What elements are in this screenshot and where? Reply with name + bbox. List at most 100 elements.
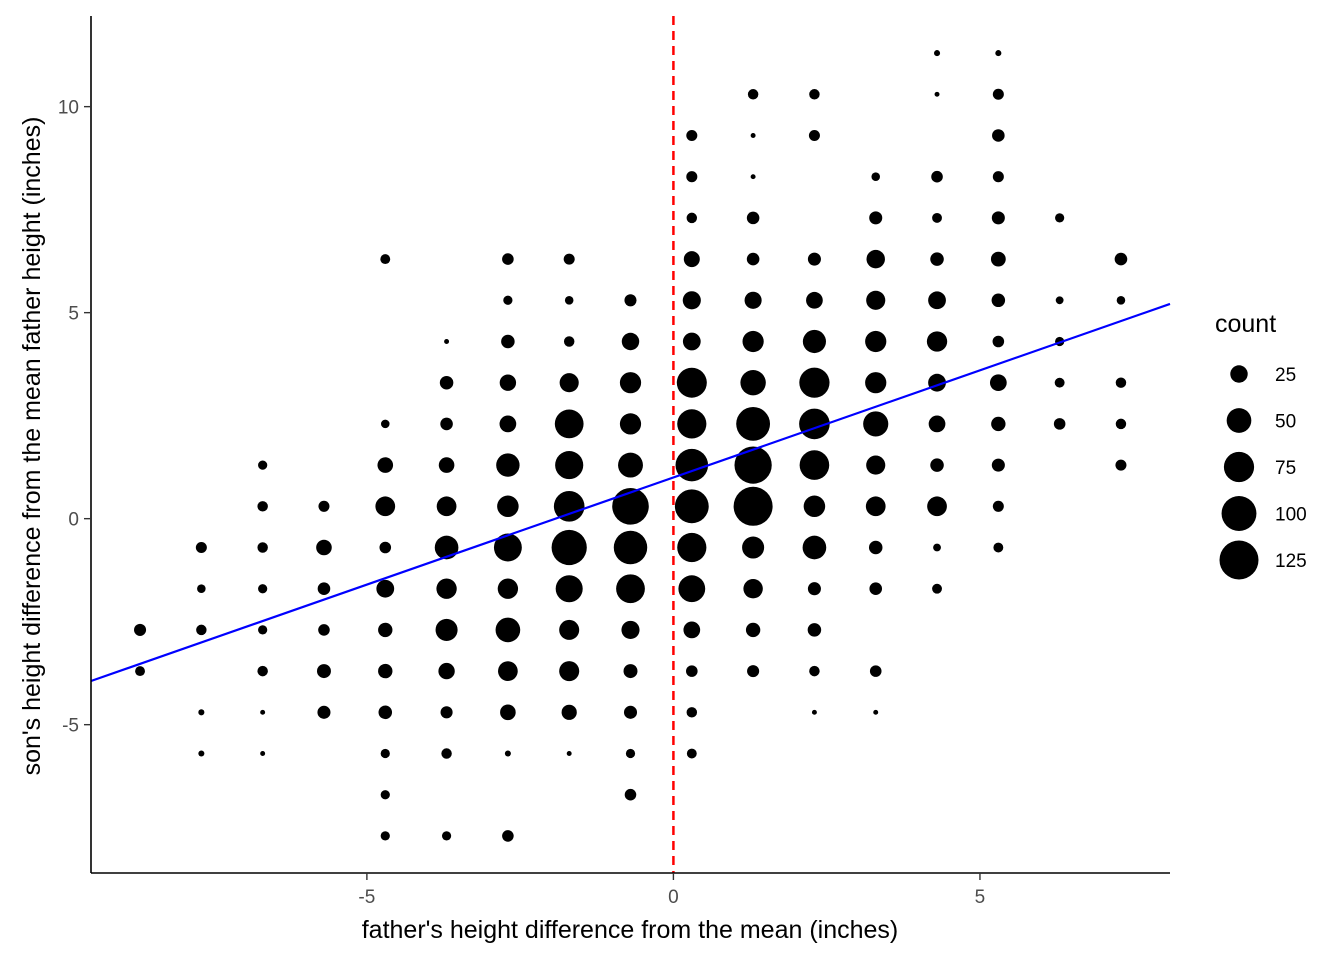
data-point-59	[563, 253, 575, 265]
size-legend: count 25 50 75 100 125	[1215, 310, 1307, 580]
data-point-157	[992, 88, 1004, 100]
data-point-111	[733, 486, 773, 526]
data-point-133	[866, 290, 886, 310]
data-point-97	[683, 621, 701, 639]
data-point-60	[564, 296, 574, 305]
data-point-101	[747, 89, 759, 100]
data-point-114	[745, 622, 761, 638]
data-point-143	[934, 50, 941, 57]
data-point-12	[257, 665, 268, 677]
data-point-80	[621, 620, 640, 639]
data-point-33	[444, 339, 450, 344]
data-point-132	[866, 249, 885, 269]
legend-title: count	[1215, 310, 1276, 338]
data-point-65	[553, 490, 585, 522]
data-point-88	[683, 251, 700, 268]
data-point-151	[928, 415, 946, 433]
data-point-136	[863, 411, 889, 437]
data-point-128	[809, 665, 820, 677]
data-point-146	[932, 212, 942, 223]
data-point-148	[928, 291, 946, 310]
data-point-24	[375, 496, 396, 517]
data-point-142	[873, 709, 879, 715]
data-point-130	[871, 172, 880, 181]
data-point-19	[316, 664, 331, 679]
data-point-108	[740, 369, 766, 396]
regression-line	[90, 302, 1171, 683]
data-point-176	[1115, 377, 1127, 388]
legend-key-100	[1221, 496, 1257, 531]
data-point-115	[747, 665, 760, 678]
data-point-107	[742, 330, 764, 353]
data-point-27	[378, 622, 393, 638]
data-point-64	[555, 451, 584, 480]
data-point-13	[260, 709, 266, 715]
data-point-110	[734, 446, 772, 484]
data-point-22	[381, 419, 390, 429]
data-point-134	[865, 330, 887, 353]
data-point-29	[378, 705, 393, 720]
y-axis-title: son's height difference from the mean fa…	[18, 117, 46, 776]
data-point-45	[502, 253, 514, 265]
legend-label: 75	[1275, 458, 1296, 479]
data-point-77	[612, 488, 649, 525]
data-point-57	[504, 750, 511, 757]
data-point-44	[441, 831, 452, 841]
y-tick-label: 10	[58, 98, 79, 119]
data-point-92	[677, 409, 707, 439]
data-point-48	[499, 374, 517, 391]
data-point-102	[750, 133, 756, 138]
data-point-74	[619, 372, 642, 394]
data-point-158	[992, 129, 1005, 142]
data-point-67	[555, 575, 583, 603]
data-point-109	[736, 406, 771, 441]
data-point-156	[995, 50, 1002, 57]
data-point-96	[678, 575, 706, 603]
data-point-79	[616, 574, 645, 604]
data-point-84	[624, 788, 637, 801]
legend-key-50	[1226, 408, 1252, 433]
data-point-167	[992, 500, 1004, 512]
data-point-81	[623, 664, 638, 679]
data-point-89	[682, 291, 701, 310]
y-tick-label: 5	[68, 304, 79, 325]
data-point-94	[674, 489, 709, 524]
data-point-47	[501, 334, 515, 349]
data-point-169	[1055, 213, 1065, 223]
data-point-123	[799, 450, 830, 480]
data-point-1	[135, 666, 145, 677]
data-point-73	[621, 332, 640, 351]
data-point-154	[933, 543, 941, 552]
data-point-82	[623, 705, 638, 719]
data-point-177	[1115, 418, 1127, 430]
data-point-98	[686, 665, 698, 677]
data-point-8	[257, 501, 268, 512]
data-point-61	[563, 336, 575, 347]
data-point-16	[316, 539, 332, 556]
data-point-76	[618, 452, 643, 478]
data-point-141	[869, 665, 882, 677]
ticks: -5 0 5 -5 0 5 10	[58, 98, 985, 908]
data-point-91	[676, 367, 707, 398]
data-point-6	[198, 750, 205, 757]
y-tick-label: -5	[62, 716, 79, 737]
data-point-56	[500, 704, 516, 721]
data-point-46	[503, 295, 513, 305]
data-point-118	[807, 252, 821, 266]
points-layer	[134, 50, 1128, 842]
data-point-9	[257, 542, 268, 553]
data-point-105	[746, 252, 760, 266]
data-point-161	[990, 251, 1006, 267]
data-point-78	[613, 530, 648, 565]
data-point-30	[380, 748, 390, 759]
data-point-93	[675, 448, 709, 482]
data-point-20	[317, 705, 331, 719]
data-point-49	[499, 415, 517, 433]
y-tick-label: 0	[68, 510, 79, 531]
data-point-129	[811, 709, 817, 715]
data-point-140	[869, 582, 883, 595]
data-point-0	[134, 623, 147, 636]
data-point-70	[561, 704, 577, 720]
data-point-106	[744, 291, 762, 309]
data-point-17	[317, 582, 331, 595]
